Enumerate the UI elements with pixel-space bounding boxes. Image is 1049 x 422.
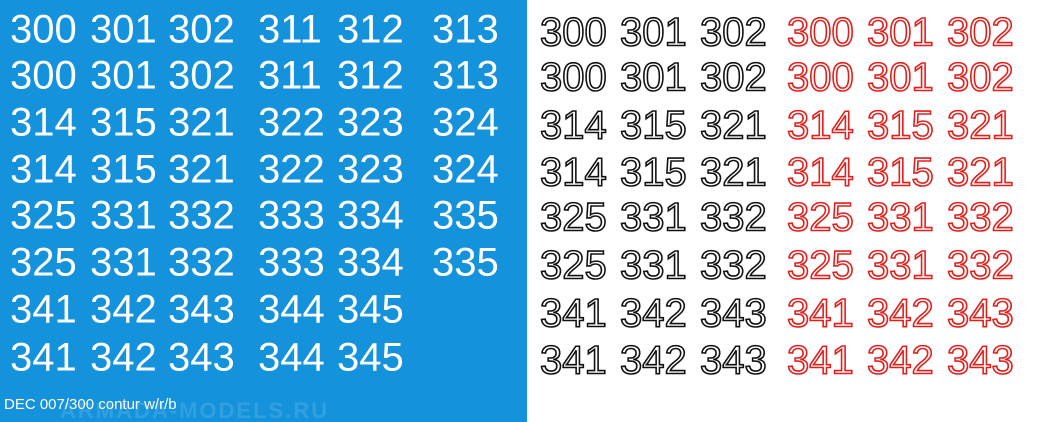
decal-number: 322 [258, 148, 325, 192]
decal-number: 331 [90, 194, 157, 238]
decal-number: 345 [337, 288, 404, 332]
decal-number: 315 [620, 151, 687, 195]
decal-number: 341 [10, 288, 77, 332]
decal-number: 331 [620, 196, 687, 240]
decal-number: 313 [432, 54, 499, 98]
decal-number: 311 [258, 8, 322, 52]
decal-number: 332 [168, 241, 235, 285]
decal-number: 331 [620, 244, 687, 288]
decal-number: 343 [168, 288, 235, 332]
decal-number: 335 [432, 241, 499, 285]
decal-number: 341 [787, 292, 854, 336]
decal-number: 301 [867, 56, 934, 100]
decal-number: 300 [10, 8, 77, 52]
decal-number: 321 [947, 104, 1014, 148]
decal-number: 342 [867, 339, 934, 383]
decal-number: 343 [700, 339, 767, 383]
decal-number: 342 [90, 288, 157, 332]
decal-number: 332 [947, 196, 1014, 240]
decal-number: 331 [90, 241, 157, 285]
decal-number: 321 [700, 151, 767, 195]
decal-number: 324 [432, 101, 499, 145]
decal-number: 342 [90, 336, 157, 380]
decal-number: 335 [432, 194, 499, 238]
decal-number: 302 [700, 56, 767, 100]
decal-number: 344 [258, 336, 325, 380]
decal-number: 332 [700, 196, 767, 240]
decal-number: 302 [168, 54, 235, 98]
decal-number: 343 [168, 336, 235, 380]
decal-number: 325 [787, 196, 854, 240]
decal-number: 301 [867, 11, 934, 55]
decal-number: 332 [700, 244, 767, 288]
decal-number: 334 [337, 241, 404, 285]
decal-number: 315 [620, 104, 687, 148]
decal-number: 325 [540, 196, 607, 240]
decal-number: 345 [337, 336, 404, 380]
decal-number: 300 [540, 56, 607, 100]
decal-number: 312 [337, 54, 404, 98]
decal-number: 331 [867, 196, 934, 240]
watermark: ARMADA-MODELS.RU [60, 398, 329, 422]
decal-number: 322 [258, 101, 325, 145]
decal-number: 342 [620, 292, 687, 336]
decal-number: 300 [787, 11, 854, 55]
decal-number: 302 [947, 11, 1014, 55]
decal-number: 325 [10, 194, 77, 238]
decal-number: 341 [540, 292, 607, 336]
decal-number: 343 [947, 339, 1014, 383]
decal-number: 332 [168, 194, 235, 238]
decal-number: 334 [337, 194, 404, 238]
decal-number: 300 [10, 54, 77, 98]
decal-number: 315 [90, 101, 157, 145]
decal-number: 315 [90, 148, 157, 192]
decal-number: 341 [10, 336, 77, 380]
caption: DEC 007/300 contur w/r/b [4, 396, 177, 413]
decal-number: 321 [947, 151, 1014, 195]
decal-number: 314 [10, 148, 77, 192]
decal-number: 312 [337, 8, 404, 52]
decal-number: 333 [258, 194, 325, 238]
decal-number: 314 [787, 104, 854, 148]
decal-number: 321 [700, 104, 767, 148]
decal-number: 344 [258, 288, 325, 332]
decal-number: 323 [337, 148, 404, 192]
decal-number: 302 [947, 56, 1014, 100]
decal-number: 301 [620, 11, 687, 55]
decal-number: 314 [10, 101, 77, 145]
decal-number: 342 [620, 339, 687, 383]
decal-number: 300 [787, 56, 854, 100]
decal-number: 342 [867, 292, 934, 336]
decal-number: 321 [168, 101, 235, 145]
decal-number: 332 [947, 244, 1014, 288]
decal-number: 302 [168, 8, 235, 52]
decal-number: 333 [258, 241, 325, 285]
white-panel [527, 0, 1049, 422]
decal-number: 315 [867, 104, 934, 148]
decal-number: 302 [700, 11, 767, 55]
decal-number: 324 [432, 148, 499, 192]
decal-number: 325 [10, 241, 77, 285]
decal-number: 314 [540, 151, 607, 195]
decal-number: 300 [540, 11, 607, 55]
decal-number: 311 [258, 54, 322, 98]
decal-number: 313 [432, 8, 499, 52]
decal-number: 323 [337, 101, 404, 145]
decal-number: 314 [540, 104, 607, 148]
decal-number: 341 [540, 339, 607, 383]
blue-panel [0, 0, 527, 422]
decal-number: 343 [947, 292, 1014, 336]
decal-number: 325 [787, 244, 854, 288]
decal-number: 301 [90, 54, 157, 98]
decal-number: 325 [540, 244, 607, 288]
decal-number: 341 [787, 339, 854, 383]
decal-number: 315 [867, 151, 934, 195]
decal-number: 301 [90, 8, 157, 52]
decal-number: 301 [620, 56, 687, 100]
decal-number: 314 [787, 151, 854, 195]
decal-number: 331 [867, 244, 934, 288]
decal-number: 343 [700, 292, 767, 336]
decal-number: 321 [168, 148, 235, 192]
